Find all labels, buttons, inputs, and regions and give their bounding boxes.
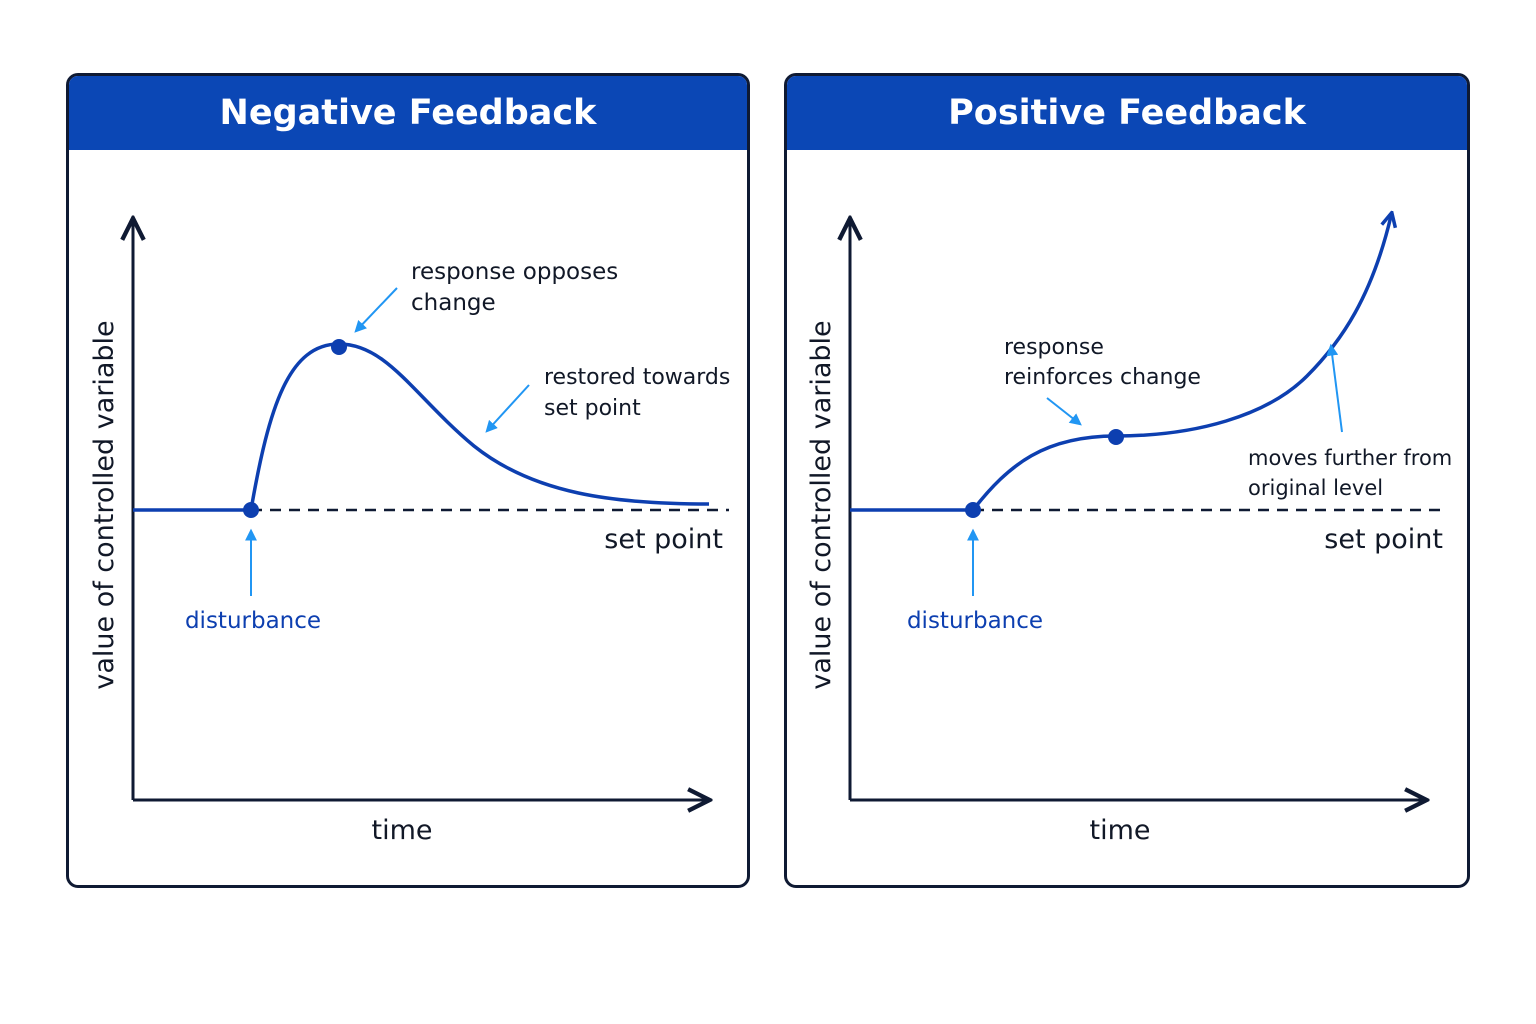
disturbance-label: disturbance bbox=[185, 608, 321, 634]
set-point-label: set point bbox=[604, 524, 723, 555]
disturbance-label: disturbance bbox=[907, 608, 1043, 634]
response-curve bbox=[133, 342, 710, 512]
peak-annotation-line2: change bbox=[411, 290, 496, 316]
response-curve bbox=[850, 216, 1391, 512]
positive-panel-title: Positive Feedback bbox=[787, 76, 1467, 150]
peak-arrow bbox=[354, 287, 398, 333]
negative-panel-title: Negative Feedback bbox=[69, 76, 747, 150]
disturbance-point bbox=[243, 502, 259, 518]
reinforce-arrow bbox=[1046, 397, 1082, 426]
disturbance-point bbox=[965, 502, 981, 518]
peak-annotation-line1: response opposes bbox=[411, 259, 618, 285]
negative-feedback-panel: Negative Feedback value of controlled va… bbox=[66, 73, 750, 888]
peak-point bbox=[331, 339, 347, 355]
positive-feedback-diagram: value of controlled variable time set po… bbox=[806, 76, 1452, 846]
further-arrow bbox=[1326, 343, 1343, 433]
reinforce-annotation-line1: response bbox=[1004, 335, 1104, 360]
reinforce-point bbox=[1108, 429, 1124, 445]
reinforce-annotation-line2: reinforces change bbox=[1004, 365, 1201, 390]
restore-annotation-line2: set point bbox=[544, 396, 641, 421]
positive-feedback-panel: Positive Feedback value of controlled v bbox=[784, 73, 1470, 888]
negative-feedback-diagram: value of controlled variable time set po… bbox=[89, 76, 730, 846]
restore-annotation-line1: restored towards bbox=[544, 365, 730, 390]
x-axis-label: time bbox=[1089, 815, 1150, 846]
further-annotation-line2: original level bbox=[1248, 476, 1383, 500]
set-point-label: set point bbox=[1324, 524, 1443, 555]
y-axis-label: value of controlled variable bbox=[806, 320, 837, 689]
restore-arrow bbox=[485, 384, 530, 433]
x-axis-label: time bbox=[371, 815, 432, 846]
further-annotation-line1: moves further from bbox=[1248, 446, 1452, 470]
y-axis-label: value of controlled variable bbox=[89, 320, 120, 689]
